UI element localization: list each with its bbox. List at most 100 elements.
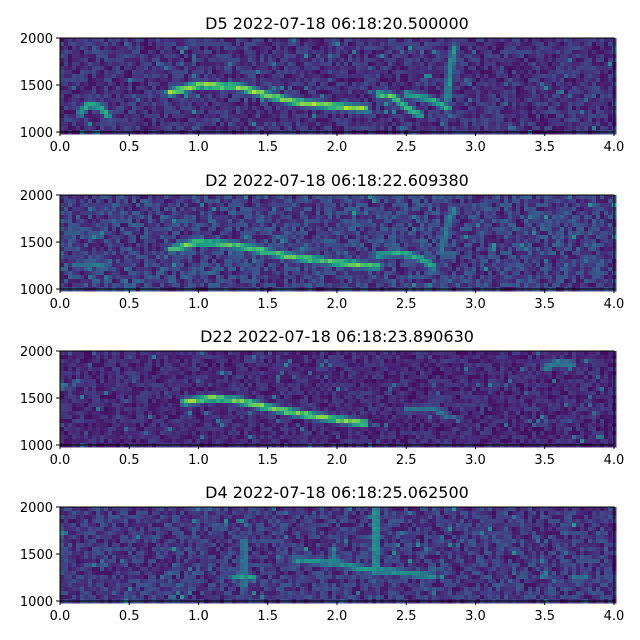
spectrogram-cell xyxy=(200,42,205,47)
spectrogram-cell xyxy=(460,110,465,115)
spectrogram-cell xyxy=(156,66,161,71)
spectrogram-cell xyxy=(340,207,345,212)
spectrogram-cell xyxy=(356,94,361,99)
spectrogram-cell xyxy=(592,235,597,240)
spectrogram-cell xyxy=(440,114,445,119)
spectrogram-cell xyxy=(428,90,433,95)
spectrogram-cell xyxy=(592,74,597,79)
spectrogram-cell xyxy=(584,94,589,99)
spectrogram-cell xyxy=(228,239,233,244)
spectrogram-cell xyxy=(196,50,201,55)
spectrogram-cell xyxy=(260,215,265,220)
spectrogram-cell xyxy=(96,70,101,75)
spectrogram-cell xyxy=(528,66,533,71)
spectrogram-cell xyxy=(532,231,537,236)
spectrogram-cell xyxy=(472,215,477,220)
spectrogram-cell xyxy=(360,42,365,47)
spectrogram-cell xyxy=(188,223,193,228)
spectrogram-cell xyxy=(236,223,241,228)
spectrogram-cell xyxy=(276,70,281,75)
spectrogram-cell xyxy=(312,231,317,236)
spectrogram-cell xyxy=(136,82,141,87)
spectrogram-cell xyxy=(400,102,405,107)
spectrogram-cell xyxy=(440,86,445,91)
spectrogram-cell xyxy=(284,239,289,244)
spectrogram-cell xyxy=(152,42,157,47)
spectrogram-cell xyxy=(428,199,433,204)
spectrogram-cell xyxy=(372,215,377,220)
spectrogram-cell xyxy=(268,86,273,91)
spectrogram-cell xyxy=(320,207,325,212)
spectrogram-cell xyxy=(192,50,197,55)
spectrogram-cell xyxy=(160,90,165,95)
spectrogram-cell xyxy=(352,114,357,119)
spectrogram-cell xyxy=(428,118,433,123)
spectrogram-cell xyxy=(168,70,173,75)
spectrogram-cell xyxy=(468,110,473,115)
spectrogram-cell xyxy=(336,46,341,51)
spectrogram-cell xyxy=(68,118,73,123)
spectrogram-cell xyxy=(408,98,413,103)
spectrogram-cell xyxy=(432,38,437,43)
spectrogram-cell xyxy=(264,126,269,131)
spectrogram-cell xyxy=(604,106,609,111)
spectrogram-cell xyxy=(600,70,605,75)
spectrogram-cell xyxy=(440,195,445,200)
spectrogram-cell xyxy=(124,66,129,71)
spectrogram-cell xyxy=(208,102,213,107)
spectrogram-cell xyxy=(220,70,225,75)
spectrogram-cell xyxy=(496,58,501,63)
spectrogram-cell xyxy=(248,46,253,51)
spectrogram-cell xyxy=(232,106,237,111)
spectrogram-cell xyxy=(512,235,517,240)
spectrogram-cell xyxy=(256,110,261,115)
spectrogram-cell xyxy=(132,195,137,200)
spectrogram-cell xyxy=(332,211,337,216)
spectrogram-cell xyxy=(140,118,145,123)
spectrogram-cell xyxy=(248,62,253,67)
spectrogram-cell xyxy=(88,231,93,236)
spectrogram-cell xyxy=(432,70,437,75)
spectrogram-cell xyxy=(312,102,317,107)
spectrogram-cell xyxy=(440,215,445,220)
spectrogram-cell xyxy=(180,203,185,208)
spectrogram-cell xyxy=(100,106,105,111)
spectrogram-cell xyxy=(560,78,565,83)
spectrogram-cell xyxy=(564,46,569,51)
spectrogram-cell xyxy=(448,78,453,83)
spectrogram-cell xyxy=(376,54,381,59)
spectrogram-cell xyxy=(120,195,125,200)
spectrogram-cell xyxy=(88,82,93,87)
spectrogram-cell xyxy=(428,110,433,115)
spectrogram-cell xyxy=(116,227,121,232)
spectrogram-cell xyxy=(136,62,141,67)
spectrogram-cell xyxy=(216,126,221,131)
spectrogram-cell xyxy=(88,78,93,83)
spectrogram-cell xyxy=(252,38,257,43)
spectrogram-cell xyxy=(336,207,341,212)
spectrogram-cell xyxy=(96,235,101,240)
spectrogram-cell xyxy=(428,86,433,91)
spectrogram-cell xyxy=(324,50,329,55)
spectrogram-cell xyxy=(72,199,77,204)
spectrogram-cell xyxy=(344,215,349,220)
spectrogram-cell xyxy=(596,46,601,51)
spectrogram-cell xyxy=(564,102,569,107)
spectrogram-cell xyxy=(368,126,373,131)
spectrogram-cell xyxy=(592,94,597,99)
spectrogram-cell xyxy=(136,126,141,131)
spectrogram-cell xyxy=(132,207,137,212)
spectrogram-cell xyxy=(124,74,129,79)
spectrogram-cell xyxy=(380,86,385,91)
spectrogram-cell xyxy=(304,102,309,107)
spectrogram-cell xyxy=(80,50,85,55)
spectrogram-cell xyxy=(492,223,497,228)
spectrogram-cell xyxy=(428,50,433,55)
spectrogram-cell xyxy=(468,211,473,216)
spectrogram-cell xyxy=(524,46,529,51)
spectrogram-cell xyxy=(460,235,465,240)
spectrogram-cell xyxy=(188,54,193,59)
spectrogram-cell xyxy=(432,74,437,79)
spectrogram-cell xyxy=(408,82,413,87)
spectrogram-cell xyxy=(480,122,485,127)
